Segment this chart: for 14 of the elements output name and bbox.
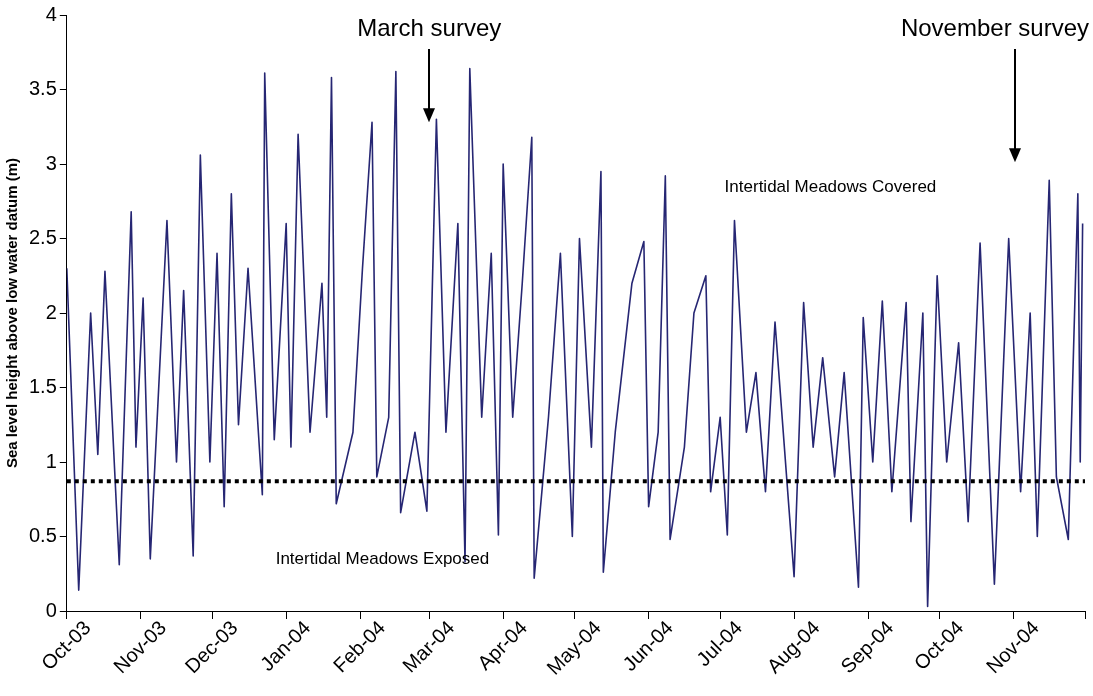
y-tick-label: 3.5: [28, 77, 57, 100]
y-tick-label: 0.5: [28, 524, 57, 547]
annotation: November survey: [900, 13, 1089, 41]
y-tick-label: 3: [45, 151, 57, 174]
y-tick-label: 2: [45, 300, 57, 323]
annotation: March survey: [357, 13, 502, 41]
y-tick-label: 1.5: [28, 375, 57, 398]
y-tick-label: 2.5: [28, 226, 57, 249]
y-tick-label: 1: [45, 449, 57, 472]
y-axis-title: Sea level height above low water datum (m): [3, 157, 21, 469]
y-tick-label: 0: [45, 598, 57, 621]
y-tick-label: 4: [45, 2, 57, 25]
annotation: Intertidal Meadows Exposed: [275, 548, 490, 568]
annotation: Intertidal Meadows Covered: [724, 177, 937, 197]
